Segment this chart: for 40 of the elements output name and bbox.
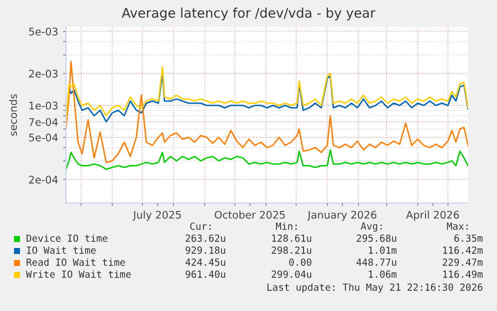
y-tick-label: 5e-03 <box>29 28 58 36</box>
y-tick-label: 5e-04 <box>29 134 58 142</box>
text: 299.04u <box>272 270 312 278</box>
legend-label: Device IO time <box>26 234 108 242</box>
text: Max: <box>446 222 468 230</box>
text: 116.42m <box>443 246 483 254</box>
legend-label: Write IO Wait time <box>26 270 131 278</box>
x-tick-label: January 2026 <box>307 210 376 221</box>
text: Last update: Thu May 21 22:16:30 2026 <box>267 283 482 293</box>
chart-title: Average latency for /dev/vda - by year <box>122 8 376 20</box>
x-tick-label: October 2025 <box>214 210 285 219</box>
text: 1.01m <box>368 246 397 254</box>
x-tick-label: April 2026 <box>406 210 459 221</box>
text: Min: <box>276 222 297 230</box>
text: 295.68u <box>356 234 396 242</box>
text: 1.06m <box>368 270 397 278</box>
text: Cur: <box>190 222 211 230</box>
line-series <box>66 60 468 164</box>
text: Avg: <box>360 222 382 232</box>
y-tick-label: 7e-04 <box>29 118 58 126</box>
text: 961.40u <box>186 270 226 278</box>
text: 128.61u <box>272 234 312 242</box>
legend-label: Read IO Wait time <box>26 258 125 266</box>
text: 0.00 <box>289 258 312 266</box>
text: 6.35m <box>454 234 483 242</box>
y-axis-title: seconds <box>8 94 18 136</box>
text: 116.49m <box>443 270 483 278</box>
y-tick-label: 2e-03 <box>29 70 58 78</box>
text: 929.18u <box>186 246 226 254</box>
y-tick-label: 2e-04 <box>29 176 58 184</box>
text: 298.21u <box>272 246 312 254</box>
text: 263.62u <box>186 234 226 242</box>
text: 229.47m <box>442 258 483 266</box>
text: 448.77u <box>356 258 396 266</box>
line-series <box>66 149 468 170</box>
legend-label: IO Wait time <box>26 246 96 254</box>
line-series <box>66 66 468 123</box>
text: 424.45u <box>186 258 226 266</box>
y-tick-label: 1e-03 <box>29 102 58 110</box>
x-tick-label: July 2025 <box>132 210 181 221</box>
